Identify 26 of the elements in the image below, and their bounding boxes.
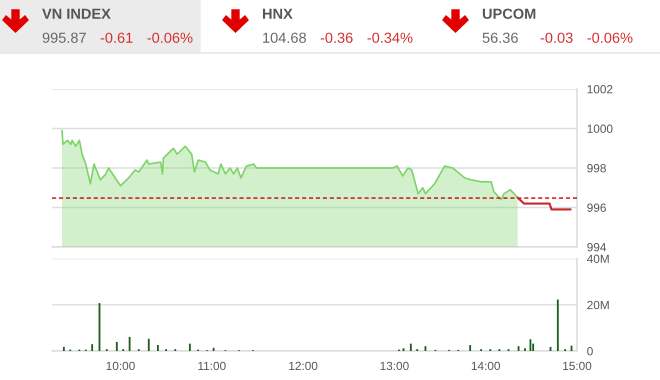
- text: VN INDEX: [42, 8, 111, 19]
- x-tick-label: 11:00: [198, 362, 226, 370]
- text: -0.61: [100, 32, 133, 43]
- text: UPCOM: [482, 8, 536, 19]
- x-tick-label: 15:00: [563, 362, 592, 370]
- text: 995.87: [42, 32, 86, 43]
- y-tick-label: 998: [587, 164, 606, 172]
- text: HNX: [262, 8, 293, 19]
- y-tick-label: 20M: [587, 300, 609, 310]
- text: -0.34%: [367, 32, 412, 43]
- x-tick-label: 14:00: [472, 362, 500, 370]
- text: -0.06%: [147, 32, 192, 43]
- y-tick-label: 1000: [588, 124, 613, 133]
- text: -0.06%: [587, 32, 632, 43]
- x-tick-label: 13:00: [380, 362, 409, 370]
- x-tick-label: 10:00: [106, 362, 135, 370]
- y-tick-label: 994: [587, 243, 606, 252]
- y-tick-label: 996: [587, 204, 606, 212]
- y-tick-label: 40M: [586, 254, 609, 263]
- text: 104.68: [263, 32, 306, 43]
- x-tick-label: 12:00: [289, 362, 318, 370]
- text: -0.36: [320, 32, 353, 43]
- y-tick-label: 1002: [588, 85, 612, 94]
- text: -0.03: [540, 32, 573, 43]
- text: 56.36: [482, 32, 518, 43]
- y-tick-label: 0: [587, 347, 593, 356]
